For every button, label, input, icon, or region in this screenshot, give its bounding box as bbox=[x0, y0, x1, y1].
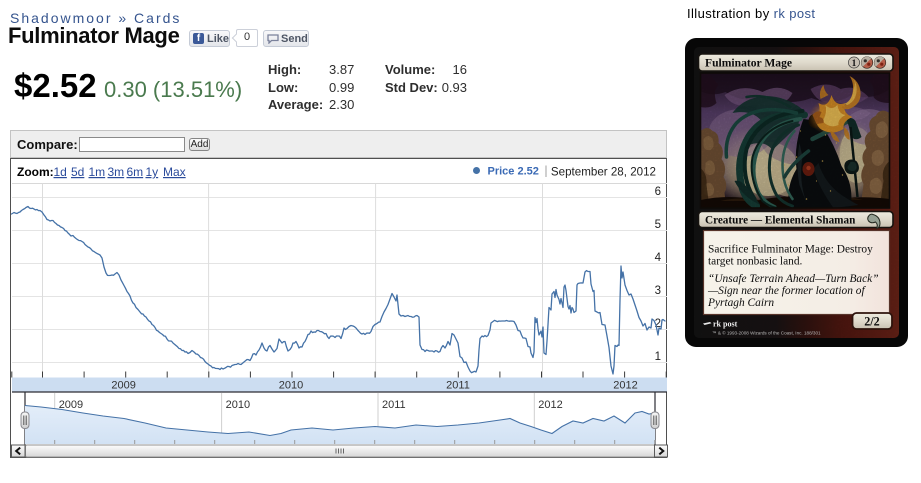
svg-text:1: 1 bbox=[655, 351, 661, 363]
svg-text:2: 2 bbox=[655, 318, 661, 330]
svg-text:2009: 2009 bbox=[111, 380, 135, 392]
svg-text:1y: 1y bbox=[146, 165, 159, 179]
svg-text:™ & © 1993-2008 Wizards of the: ™ & © 1993-2008 Wizards of the Coast, In… bbox=[712, 330, 821, 336]
svg-text:Pyrtagh Cairn: Pyrtagh Cairn bbox=[707, 297, 774, 309]
svg-text:Fulminator Mage: Fulminator Mage bbox=[705, 56, 792, 69]
svg-text:2011: 2011 bbox=[382, 399, 406, 411]
svg-text:Price 2.52: Price 2.52 bbox=[488, 166, 539, 178]
svg-text:1m: 1m bbox=[89, 165, 106, 179]
svg-text:1: 1 bbox=[852, 59, 857, 69]
svg-text:4: 4 bbox=[655, 252, 662, 264]
svg-text:target nonbasic land.: target nonbasic land. bbox=[708, 256, 803, 268]
svg-text:3m: 3m bbox=[108, 165, 125, 179]
svg-text:2009: 2009 bbox=[59, 399, 83, 411]
svg-text:Creature — Elemental Shaman: Creature — Elemental Shaman bbox=[705, 214, 856, 226]
svg-text:5: 5 bbox=[655, 219, 661, 231]
svg-text:3: 3 bbox=[655, 285, 661, 297]
svg-text:2011: 2011 bbox=[446, 380, 470, 392]
svg-text:September 28, 2012: September 28, 2012 bbox=[551, 166, 656, 179]
svg-text:2/2: 2/2 bbox=[864, 314, 880, 328]
svg-text:2012: 2012 bbox=[613, 380, 637, 392]
svg-text:|: | bbox=[545, 166, 548, 178]
svg-text:Max: Max bbox=[163, 165, 186, 179]
svg-text:rk post: rk post bbox=[713, 320, 738, 329]
svg-text:—Sign near the former location: —Sign near the former location of bbox=[707, 285, 866, 297]
svg-text:Sacrifice Fulminator Mage: Des: Sacrifice Fulminator Mage: Destroy bbox=[708, 244, 873, 256]
svg-text:2010: 2010 bbox=[226, 399, 250, 411]
svg-text:2012: 2012 bbox=[538, 399, 562, 411]
svg-text:2010: 2010 bbox=[279, 380, 303, 392]
svg-text:6m: 6m bbox=[127, 165, 144, 179]
svg-text:Zoom:: Zoom: bbox=[17, 165, 54, 179]
svg-text:5d: 5d bbox=[71, 165, 84, 179]
svg-text:6: 6 bbox=[655, 186, 661, 198]
svg-text:1d: 1d bbox=[54, 165, 67, 179]
svg-text:“Unsafe Terrain Ahead—Turn Bac: “Unsafe Terrain Ahead—Turn Back” bbox=[708, 273, 879, 285]
